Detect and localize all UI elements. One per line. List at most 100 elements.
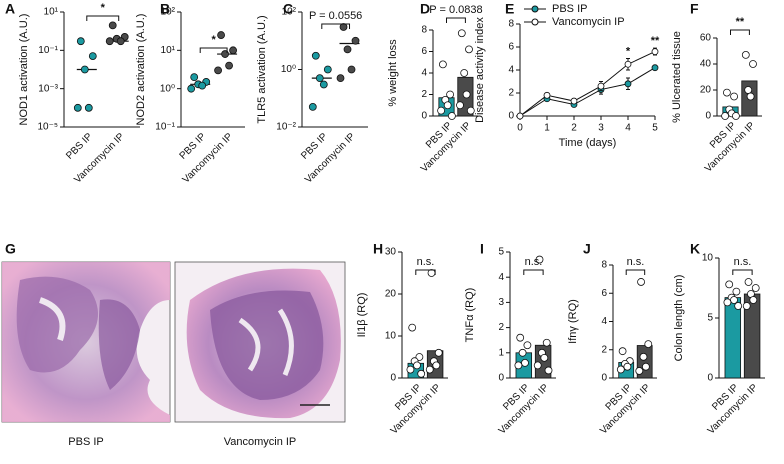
significance-label: **	[736, 16, 745, 28]
significance-label: *	[626, 45, 631, 57]
data-point	[437, 106, 446, 115]
data-point	[721, 112, 729, 120]
x-tick-label: 2	[571, 123, 577, 134]
data-point	[540, 353, 549, 362]
y-tick-label: 0	[421, 111, 427, 122]
data-point	[544, 366, 553, 375]
y-tick-label: 20	[385, 289, 397, 300]
y-tick-label: 10	[702, 253, 714, 264]
legend-label: Vancomycin IP	[552, 16, 625, 28]
y-axis-label: NOD1 activation (A.U.)	[18, 14, 30, 126]
y-tick-label: 4	[508, 65, 514, 76]
y-tick-label: 6	[508, 42, 514, 53]
y-tick-label: 8	[601, 260, 607, 271]
significance-label: n.s.	[734, 256, 752, 268]
series-line	[519, 51, 656, 117]
data-point	[535, 255, 544, 264]
data-point	[308, 103, 317, 111]
y-tick-label: 10⁻³	[38, 83, 58, 94]
panel-label: C	[283, 1, 293, 17]
data-point	[730, 296, 738, 304]
y-tick-label: 10¹	[44, 7, 59, 18]
significance-bracket	[321, 23, 351, 29]
data-point	[644, 340, 653, 349]
data-point	[84, 103, 93, 112]
y-tick-label: 0	[705, 111, 711, 122]
data-point	[413, 361, 421, 370]
y-tick-label: 4	[421, 68, 427, 79]
y-tick-label: 10⁻¹	[38, 45, 58, 56]
y-tick-label: 40	[700, 59, 712, 70]
data-point	[447, 112, 456, 120]
data-point	[518, 348, 527, 357]
data-point	[446, 90, 455, 99]
y-tick-label: 60	[700, 33, 712, 44]
data-point	[408, 323, 417, 332]
data-point	[466, 106, 475, 115]
y-axis-label: TLR5 activation (A.U.)	[256, 15, 268, 123]
y-tick-label: 30	[385, 247, 397, 258]
data-point	[108, 21, 117, 30]
panel-label: K	[690, 241, 700, 257]
data-point	[624, 60, 632, 68]
data-point	[190, 73, 199, 82]
y-tick-label: 2	[508, 88, 514, 99]
x-tick-label: 3	[598, 123, 604, 134]
data-point	[406, 365, 415, 374]
data-point	[742, 302, 751, 310]
data-point	[217, 31, 225, 39]
data-point	[456, 101, 464, 110]
data-point	[725, 280, 734, 289]
data-point	[521, 358, 529, 367]
legend-marker	[531, 18, 539, 26]
data-point	[639, 352, 648, 361]
y-tick-label: 10¹	[161, 45, 176, 56]
y-tick-label: 5	[498, 247, 504, 258]
y-tick-label: 10²	[161, 7, 176, 18]
x-axis-label: Time (days)	[559, 137, 617, 149]
data-point	[623, 362, 632, 371]
data-point	[315, 74, 324, 83]
data-point	[88, 52, 97, 61]
data-point	[311, 51, 320, 60]
data-point	[198, 81, 207, 90]
data-point	[741, 51, 750, 59]
data-point	[343, 45, 352, 54]
significance-bracket	[523, 269, 544, 275]
panel-label: E	[505, 1, 514, 17]
data-point	[514, 361, 523, 370]
data-point	[105, 37, 114, 46]
data-point	[80, 65, 89, 74]
data-point	[746, 92, 755, 101]
data-point	[417, 369, 426, 378]
x-tick-label: 4	[625, 123, 631, 134]
image-caption: PBS IP	[68, 436, 103, 448]
data-point	[465, 45, 473, 54]
panel-label: I	[480, 241, 484, 257]
significance-bracket	[86, 15, 120, 21]
data-point	[744, 278, 753, 286]
data-point	[618, 347, 627, 356]
data-point	[730, 92, 738, 101]
significance-bracket	[625, 269, 646, 275]
y-tick-label: 10⁻¹	[155, 122, 175, 133]
data-point	[319, 80, 328, 89]
y-tick-label: 10⁰	[281, 64, 296, 75]
data-point	[597, 82, 605, 90]
x-tick-label: 5	[652, 123, 658, 134]
y-axis-label: Il1β (RQ)	[356, 293, 368, 338]
data-point	[457, 29, 466, 38]
y-tick-label: 2	[421, 89, 427, 100]
histology-image	[1, 261, 171, 423]
significance-label: n.s.	[417, 256, 435, 268]
data-point	[351, 36, 360, 45]
significance-bracket	[732, 269, 753, 275]
significance-label: n.s.	[627, 256, 645, 268]
data-point	[732, 287, 741, 296]
y-tick-label: 2	[498, 322, 504, 333]
data-point	[323, 65, 332, 74]
panel-label: D	[420, 1, 430, 17]
data-point	[624, 80, 632, 88]
significance-label: *	[101, 2, 106, 14]
